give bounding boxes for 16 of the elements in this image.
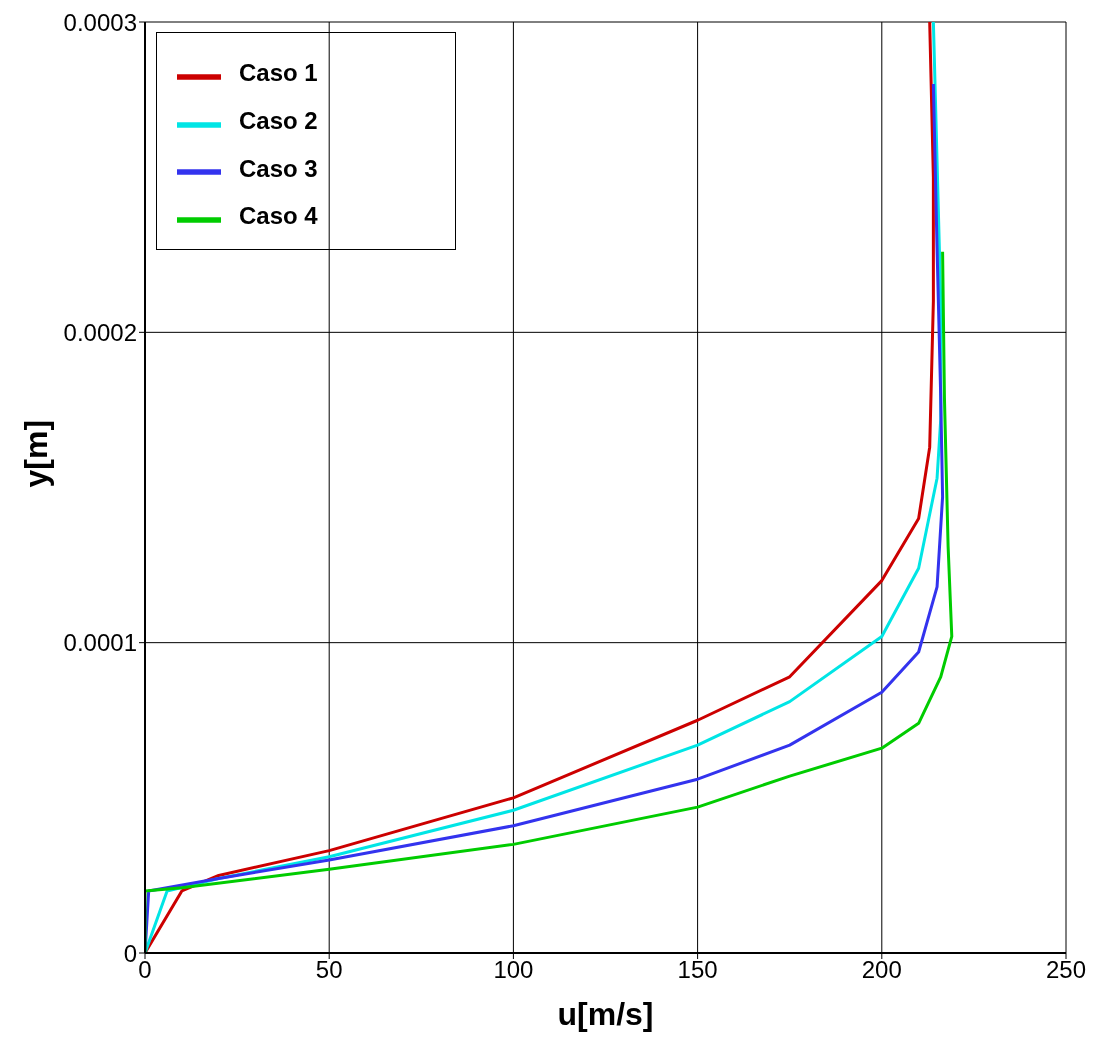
legend-label: Caso 2 — [239, 106, 318, 134]
x-tick-label: 250 — [1045, 956, 1087, 984]
x-tick-label: 50 — [315, 956, 343, 984]
x-axis-title: u[m/s] — [557, 996, 654, 1032]
x-tick-label: 200 — [861, 956, 902, 984]
y-tick-label: 0.0002 — [63, 318, 137, 346]
y-tick-label: 0 — [123, 939, 137, 967]
line-series — [145, 250, 954, 953]
y-tick-label: 0.0001 — [63, 629, 137, 657]
legend-label: Caso 4 — [239, 202, 318, 230]
legend-label: Caso 1 — [239, 59, 318, 86]
legend-label: Caso 3 — [239, 154, 318, 182]
x-tick-label: 150 — [677, 956, 718, 984]
x-tick-label: 100 — [493, 956, 534, 984]
y-tick-label: 0.0003 — [63, 8, 137, 36]
y-axis-title: y[m] — [18, 419, 55, 488]
